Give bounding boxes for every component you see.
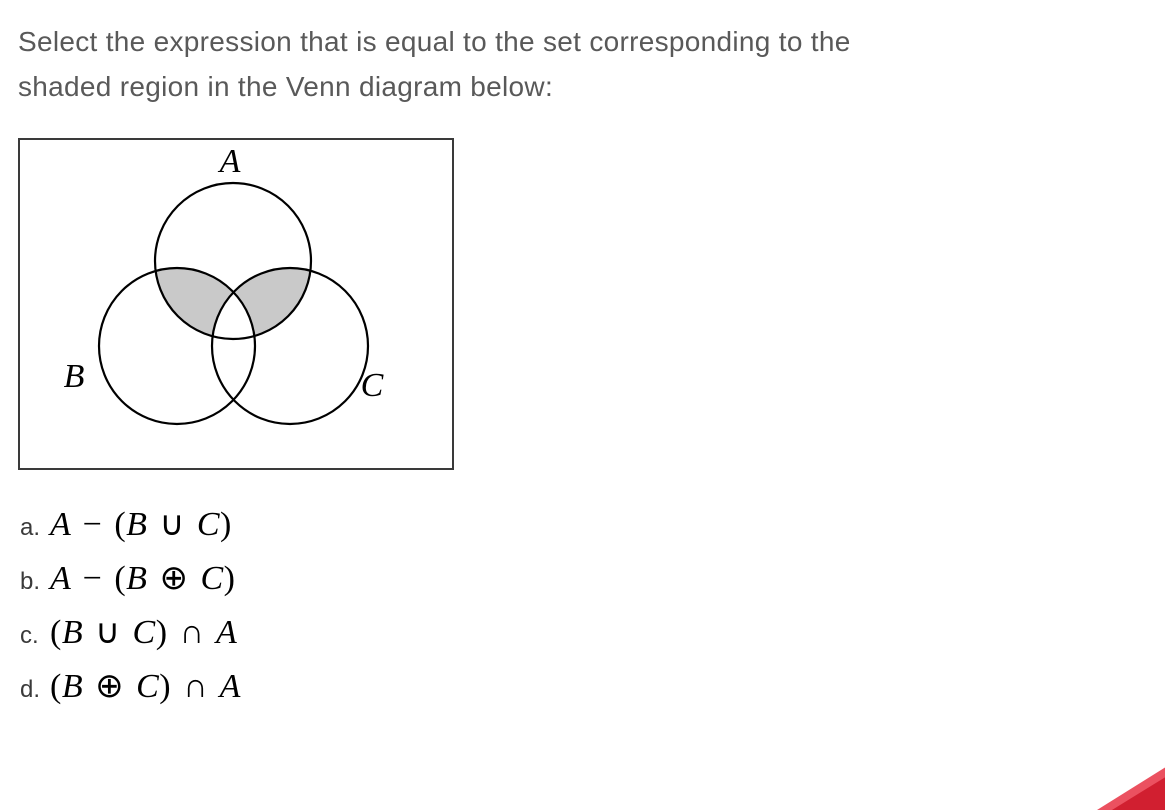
answer-expression: A − (B ⊕ C) (50, 558, 235, 598)
label-B: B (64, 358, 85, 395)
label-C: C (361, 367, 384, 404)
answer-option-b[interactable]: b. A − (B ⊕ C) (20, 558, 1147, 598)
question-line-2: shaded region in the Venn diagram below: (18, 71, 553, 102)
answer-options: a. A − (B ∪ C) b. A − (B ⊕ C) c. (B ∪ C)… (20, 504, 1147, 706)
question-prompt: Select the expression that is equal to t… (18, 20, 1147, 110)
annotation-mark-icon (1057, 720, 1165, 810)
answer-expression: A − (B ∪ C) (50, 504, 232, 544)
answer-option-d[interactable]: d. (B ⊕ C) ∩ A (20, 666, 1147, 706)
answer-option-c[interactable]: c. (B ∪ C) ∩ A (20, 612, 1147, 652)
answer-letter: b. (20, 568, 42, 596)
answer-letter: d. (20, 676, 42, 704)
venn-svg: A B C (20, 140, 456, 472)
answer-expression: (B ∪ C) ∩ A (50, 612, 237, 652)
question-line-1: Select the expression that is equal to t… (18, 26, 851, 57)
answer-letter: a. (20, 514, 42, 542)
answer-letter: c. (20, 622, 42, 650)
answer-expression: (B ⊕ C) ∩ A (50, 666, 241, 706)
venn-diagram: A B C (18, 138, 454, 470)
answer-option-a[interactable]: a. A − (B ∪ C) (20, 504, 1147, 544)
label-A: A (218, 143, 241, 180)
